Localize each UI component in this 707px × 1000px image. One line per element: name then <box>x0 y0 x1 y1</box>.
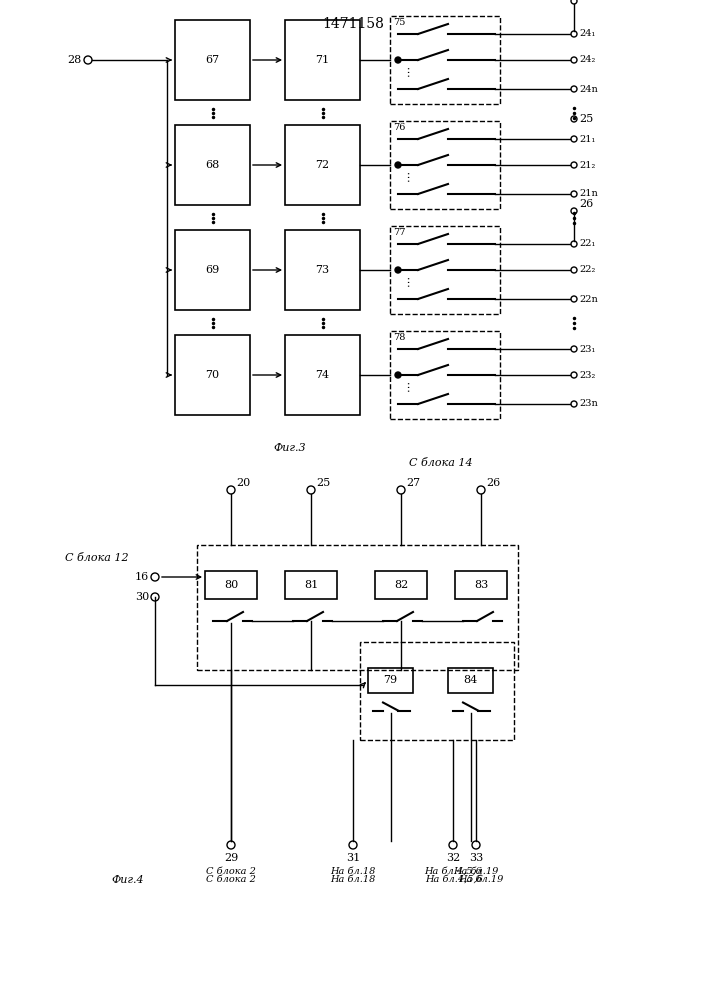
Text: На бл.19: На бл.19 <box>458 875 503 884</box>
Text: 24₂: 24₂ <box>579 55 595 64</box>
Text: 76: 76 <box>393 123 405 132</box>
Bar <box>360 642 514 740</box>
Text: 30: 30 <box>135 592 149 602</box>
Text: 32: 32 <box>446 853 460 863</box>
Text: 23₂: 23₂ <box>579 370 595 379</box>
Text: ⋯: ⋯ <box>403 275 413 286</box>
Text: 80: 80 <box>224 580 238 590</box>
Bar <box>285 230 360 310</box>
Text: ⋯: ⋯ <box>403 380 413 391</box>
Text: 71: 71 <box>315 55 329 65</box>
Text: 84: 84 <box>463 675 478 685</box>
Bar <box>448 668 493 692</box>
Bar <box>390 121 500 209</box>
Text: 24₁: 24₁ <box>579 29 595 38</box>
Text: 73: 73 <box>315 265 329 275</box>
Text: 22n: 22n <box>579 294 597 304</box>
Text: С блока 12: С блока 12 <box>65 553 129 563</box>
Circle shape <box>395 162 401 168</box>
Text: 33: 33 <box>469 853 483 863</box>
Text: 27: 27 <box>406 478 420 488</box>
Bar <box>175 335 250 415</box>
Text: 21n: 21n <box>579 190 597 198</box>
Bar <box>375 571 427 599</box>
Text: С блока 2: С блока 2 <box>206 867 256 876</box>
Text: 82: 82 <box>394 580 408 590</box>
Bar <box>390 16 500 104</box>
Text: 74: 74 <box>315 370 329 380</box>
Text: С блока 14: С блока 14 <box>409 458 473 468</box>
Bar <box>368 668 413 692</box>
Text: На бл.4,5,6: На бл.4,5,6 <box>424 867 482 876</box>
Text: На бл.18: На бл.18 <box>330 875 375 884</box>
Text: 22₂: 22₂ <box>579 265 595 274</box>
Text: 77: 77 <box>393 228 406 237</box>
Text: 24n: 24n <box>579 85 597 94</box>
Bar <box>285 20 360 100</box>
Circle shape <box>395 57 401 63</box>
Text: 26: 26 <box>486 478 501 488</box>
Text: 79: 79 <box>383 675 397 685</box>
Text: 31: 31 <box>346 853 360 863</box>
Text: 1471158: 1471158 <box>322 17 384 31</box>
Bar <box>205 571 257 599</box>
Text: 22₁: 22₁ <box>579 239 595 248</box>
Text: ⋯: ⋯ <box>403 170 413 181</box>
Text: 75: 75 <box>393 18 405 27</box>
Text: 81: 81 <box>304 580 318 590</box>
Bar <box>390 226 500 314</box>
Bar <box>455 571 507 599</box>
Bar <box>197 545 518 670</box>
Bar <box>285 125 360 205</box>
Text: 25: 25 <box>316 478 330 488</box>
Text: ⋯: ⋯ <box>403 65 413 76</box>
Text: 69: 69 <box>205 265 220 275</box>
Circle shape <box>395 267 401 273</box>
Text: 70: 70 <box>206 370 220 380</box>
Text: 16: 16 <box>135 572 149 582</box>
Text: 78: 78 <box>393 333 405 342</box>
Bar <box>175 230 250 310</box>
Text: 23n: 23n <box>579 399 597 408</box>
Bar <box>285 335 360 415</box>
Bar <box>390 331 500 419</box>
Circle shape <box>395 372 401 378</box>
Text: 20: 20 <box>236 478 250 488</box>
Text: 23₁: 23₁ <box>579 344 595 354</box>
Text: На бл.4,5,6: На бл.4,5,6 <box>426 875 484 884</box>
Text: 21₂: 21₂ <box>579 160 595 169</box>
Text: С блока 2: С блока 2 <box>206 875 256 884</box>
Text: 83: 83 <box>474 580 488 590</box>
Text: 68: 68 <box>205 160 220 170</box>
Text: 28: 28 <box>66 55 81 65</box>
Bar <box>285 571 337 599</box>
Text: На бл.19: На бл.19 <box>453 867 498 876</box>
Text: Фиг.3: Фиг.3 <box>274 443 306 453</box>
Text: 29: 29 <box>224 853 238 863</box>
Text: 25: 25 <box>579 114 593 124</box>
Text: 21₁: 21₁ <box>579 134 595 143</box>
Text: Фиг.4: Фиг.4 <box>112 875 144 885</box>
Text: 67: 67 <box>206 55 220 65</box>
Bar <box>175 125 250 205</box>
Text: 26: 26 <box>579 199 593 209</box>
Text: 72: 72 <box>315 160 329 170</box>
Bar <box>175 20 250 100</box>
Text: На бл.18: На бл.18 <box>330 867 375 876</box>
